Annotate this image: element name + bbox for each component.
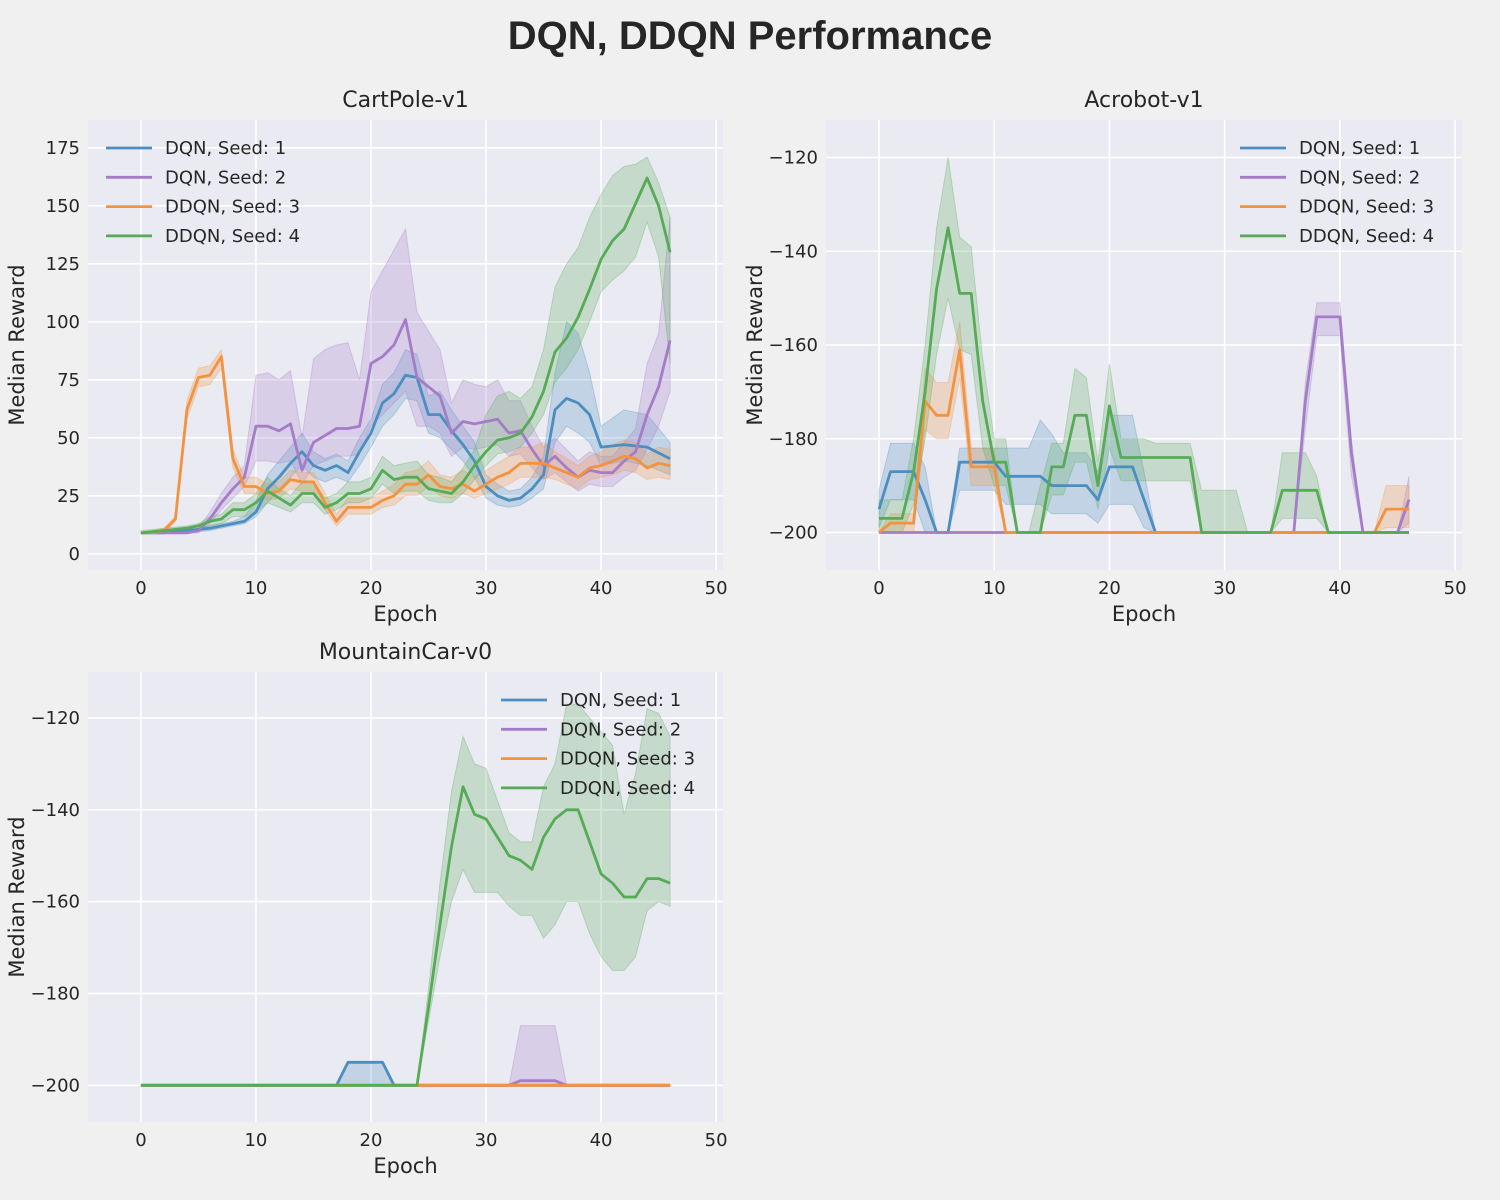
legend-label: DDQN, Seed: 4 (1299, 226, 1434, 247)
y-tick-label: 75 (57, 370, 80, 391)
legend-label: DDQN, Seed: 3 (1299, 197, 1434, 218)
x-axis-label: Epoch (373, 1154, 437, 1178)
y-tick-label: −180 (31, 983, 80, 1004)
y-tick-label: −120 (31, 708, 80, 729)
y-tick-label: 125 (46, 254, 80, 275)
panel-title: CartPole-v1 (342, 88, 468, 113)
series-line-ddqn-seed-3 (140, 355, 671, 535)
legend: DQN, Seed: 1 DQN, Seed: 2 DDQN, Seed: 3 DDQ… (501, 690, 695, 799)
panel-cartpole: 0 10 20 30 40 50 0 25 50 75 100 125 150 175 CartPole-v… (5, 88, 728, 626)
series-line-ddqn-seed-4 (140, 176, 672, 535)
series-line-ddqn-seed-4 (879, 226, 1409, 534)
band-ddqn-seed-3 (878, 321, 1410, 533)
y-tick-label: −180 (769, 429, 818, 450)
x-tick-label: 50 (1444, 578, 1467, 599)
y-tick-label: −200 (31, 1075, 80, 1096)
legend-label: DDQN, Seed: 3 (560, 749, 695, 770)
legend: DQN, Seed: 1 DQN, Seed: 2 DDQN, Seed: 3 DDQ… (106, 138, 300, 247)
legend-label: DQN, Seed: 2 (165, 167, 286, 188)
x-axis-label: Epoch (373, 602, 437, 626)
y-tick-label: 25 (57, 486, 80, 507)
legend-label: DQN, Seed: 2 (560, 719, 681, 740)
x-tick-label: 40 (590, 1130, 613, 1151)
x-tick-label: 20 (360, 1130, 383, 1151)
y-tick-label: −200 (769, 523, 818, 544)
x-tick-label: 40 (590, 578, 613, 599)
y-tick-label: −160 (31, 892, 80, 913)
y-tick-label: −160 (769, 335, 818, 356)
x-tick-label: 0 (873, 578, 884, 599)
y-tick-label: 0 (69, 544, 80, 565)
plot-series (877, 157, 1411, 534)
y-axis-label: Median Reward (5, 264, 29, 425)
y-tick-label: 175 (46, 138, 80, 159)
legend: DQN, Seed: 1 DQN, Seed: 2 DDQN, Seed: 3 DDQ… (1240, 138, 1434, 247)
band-ddqn-seed-4 (140, 703, 671, 1086)
x-tick-label: 50 (705, 578, 728, 599)
y-tick-label: −140 (31, 800, 80, 821)
panel-mountaincar: 0 10 20 30 40 50 −200 −180 −160 −140 −120 MountainC… (5, 640, 728, 1178)
x-tick-label: 30 (475, 578, 498, 599)
figure-title: DQN, DDQN Performance (507, 14, 993, 58)
x-tick-label: 10 (983, 578, 1006, 599)
legend-label: DDQN, Seed: 4 (165, 226, 300, 247)
legend-label: DQN, Seed: 1 (560, 690, 681, 711)
plot-series (140, 156, 672, 535)
y-axis-label: Median Reward (5, 816, 29, 977)
x-tick-label: 20 (1098, 578, 1121, 599)
x-tick-label: 10 (244, 578, 267, 599)
x-tick-label: 20 (360, 578, 383, 599)
legend-label: DDQN, Seed: 3 (165, 197, 300, 218)
panel-title: Acrobot-v1 (1084, 88, 1203, 113)
x-tick-label: 0 (135, 578, 146, 599)
legend-label: DQN, Seed: 2 (1299, 167, 1420, 188)
legend-label: DQN, Seed: 1 (1299, 138, 1420, 159)
y-tick-label: 50 (57, 428, 80, 449)
series-line-dqn-seed-1 (140, 373, 671, 535)
x-tick-label: 40 (1328, 578, 1351, 599)
y-tick-label: 150 (46, 196, 80, 217)
legend-label: DDQN, Seed: 4 (560, 778, 695, 799)
x-axis-label: Epoch (1112, 602, 1176, 626)
panel-title: MountainCar-v0 (319, 640, 492, 665)
series-line-ddqn-seed-4 (140, 785, 671, 1087)
y-tick-label: −140 (769, 241, 818, 262)
panel-acrobot: 0 10 20 30 40 50 −200 −180 −160 −140 −120 Acrobot-v… (743, 88, 1467, 626)
x-tick-label: 50 (705, 1130, 728, 1151)
y-tick-label: 100 (46, 312, 80, 333)
x-tick-label: 10 (244, 1130, 267, 1151)
plot-area (88, 672, 723, 1122)
band-ddqn-seed-4 (140, 156, 671, 534)
x-tick-label: 30 (1213, 578, 1236, 599)
plot-series (140, 703, 671, 1087)
x-tick-label: 30 (475, 1130, 498, 1151)
x-tick-label: 0 (135, 1130, 146, 1151)
y-axis-label: Median Reward (743, 264, 767, 425)
y-tick-label: −120 (769, 148, 818, 169)
legend-label: DQN, Seed: 1 (165, 138, 286, 159)
